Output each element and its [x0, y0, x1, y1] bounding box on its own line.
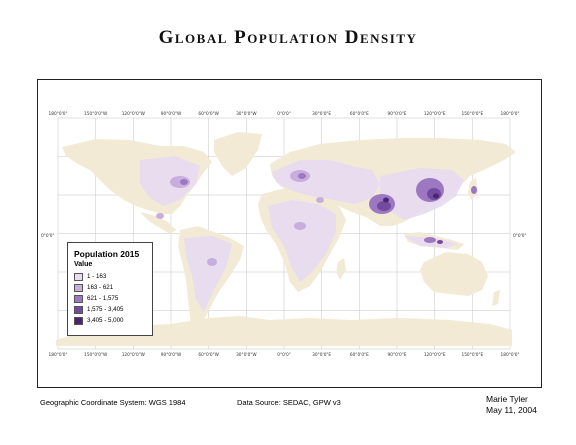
longitude-label: 90°0'0"E — [388, 111, 407, 117]
longitude-labels-top: 180°0'0" 150°0'0"W 120°0'0"W 90°0'0"W 60°0'0… — [49, 111, 520, 117]
new-zealand — [492, 290, 500, 306]
author-name: Marie Tyler — [486, 394, 528, 404]
legend-swatch — [74, 283, 83, 292]
legend-label: 1,575 - 3,405 — [87, 306, 124, 313]
legend-row: 1,575 - 3,405 — [74, 304, 146, 315]
data-source-note: Data Source: SEDAC, GPW v3 — [237, 398, 341, 407]
longitude-label: 60°0'0"E — [350, 111, 369, 117]
legend-swatch — [74, 305, 83, 314]
legend-row: 621 - 1,575 — [74, 293, 146, 304]
author-block: Marie Tyler May 11, 2004 — [486, 394, 537, 416]
equator-label-left: 0°0'0" — [41, 233, 55, 239]
legend-label: 621 - 1,575 — [87, 295, 119, 302]
legend-row: 163 - 621 — [74, 282, 146, 293]
longitude-label: 0°0'0" — [277, 352, 291, 358]
density-high — [156, 170, 477, 266]
longitude-label: 120°0'0"E — [424, 111, 446, 117]
longitude-label: 180°0'0" — [49, 352, 68, 358]
longitude-label: 90°0'0"W — [161, 352, 182, 358]
central-america — [140, 212, 176, 234]
longitude-label: 180°0'0" — [501, 111, 520, 117]
madagascar — [336, 258, 346, 280]
longitude-label: 180°0'0" — [501, 352, 520, 358]
equator-label-right: 0°0'0" — [513, 233, 527, 239]
legend-classes: 1 - 163 163 - 621 621 - 1,575 1,575 - 3,405… — [74, 271, 146, 326]
longitude-label: 150°0'0"W — [84, 111, 108, 117]
legend-subtitle: Value — [74, 261, 93, 268]
coordinate-system-note: Geographic Coordinate System: WGS 1984 — [40, 398, 186, 407]
longitude-label: 150°0'0"E — [461, 352, 483, 358]
longitude-label: 60°0'0"W — [198, 352, 219, 358]
greenland — [214, 132, 262, 176]
longitude-label: 60°0'0"W — [198, 111, 219, 117]
longitude-label: 60°0'0"E — [350, 352, 369, 358]
longitude-label: 30°0'0"E — [312, 111, 331, 117]
legend-title: Population 2015 — [74, 249, 140, 259]
longitude-label: 30°0'0"W — [236, 111, 257, 117]
legend-label: 1 - 163 — [87, 273, 107, 280]
longitude-label: 30°0'0"E — [312, 352, 331, 358]
longitude-label: 150°0'0"E — [461, 111, 483, 117]
australia — [420, 252, 488, 296]
legend: Population 2015 Value 1 - 163 163 - 621 62… — [67, 242, 153, 336]
longitude-label: 120°0'0"W — [122, 352, 146, 358]
legend-label: 3,405 - 5,000 — [87, 317, 124, 324]
antarctica — [56, 316, 512, 346]
map-date: May 11, 2004 — [486, 405, 537, 415]
legend-row: 1 - 163 — [74, 271, 146, 282]
legend-swatch — [74, 272, 83, 281]
longitude-label: 30°0'0"W — [236, 352, 257, 358]
longitude-label: 150°0'0"W — [84, 352, 108, 358]
longitude-label: 180°0'0" — [49, 111, 68, 117]
longitude-label: 90°0'0"W — [161, 111, 182, 117]
legend-swatch — [74, 294, 83, 303]
map-title: Global Population Density — [158, 27, 418, 48]
longitude-label: 120°0'0"W — [122, 111, 146, 117]
legend-row: 3,405 - 5,000 — [74, 315, 146, 326]
longitude-label: 90°0'0"E — [388, 352, 407, 358]
legend-label: 163 - 621 — [87, 284, 114, 291]
longitude-label: 120°0'0"E — [424, 352, 446, 358]
longitude-label: 0°0'0" — [277, 111, 291, 117]
longitude-labels-bottom: 180°0'0" 150°0'0"W 120°0'0"W 90°0'0"W 60°0'0… — [49, 352, 520, 358]
legend-swatch — [74, 316, 83, 325]
